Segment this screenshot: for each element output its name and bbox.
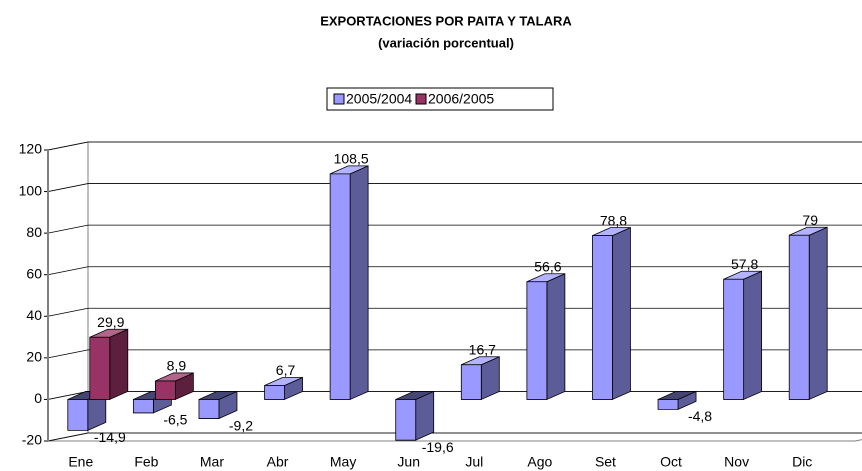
- bar: [67, 390, 107, 432]
- data-label: -9,2: [229, 417, 253, 433]
- bar-front: [526, 281, 548, 400]
- y-tick-label: 80: [26, 224, 42, 240]
- bar-front: [132, 399, 154, 414]
- legend-label: 2006/2005: [428, 91, 494, 107]
- grid-line: [47, 141, 862, 151]
- data-label: 78,8: [600, 212, 627, 228]
- bar: [329, 165, 369, 401]
- data-label: 6,7: [276, 362, 296, 378]
- bar-side: [349, 165, 369, 401]
- bar-side: [546, 273, 566, 401]
- bar: [788, 226, 828, 401]
- y-tick-label: 40: [26, 307, 42, 323]
- bar-side: [109, 328, 129, 401]
- grid-line: [47, 224, 862, 234]
- y-tick-label: 120: [19, 141, 43, 157]
- bar-side: [415, 390, 435, 441]
- x-tick-label: Ago: [527, 454, 552, 470]
- data-label: 79: [802, 212, 818, 228]
- x-tick-label: Set: [595, 454, 616, 470]
- bar: [460, 356, 500, 401]
- bar: [526, 273, 566, 401]
- y-tick-label: -20: [22, 432, 42, 448]
- bar-front: [460, 364, 482, 400]
- x-tick-label: May: [330, 454, 356, 470]
- data-label: -19,6: [422, 439, 454, 455]
- data-label: 29,9: [97, 314, 124, 330]
- y-tick-label: 20: [26, 349, 42, 365]
- legend-box: [326, 87, 554, 111]
- bar: [198, 390, 238, 420]
- data-label: 16,7: [469, 341, 496, 357]
- x-tick-label: Ene: [68, 454, 93, 470]
- bar-front: [89, 336, 111, 400]
- data-label: -14,9: [94, 429, 126, 445]
- bar-front: [329, 173, 351, 400]
- legend-swatch: [415, 93, 427, 105]
- data-label: 57,8: [731, 256, 758, 272]
- bar-side: [612, 227, 631, 401]
- bar: [264, 376, 303, 401]
- bar-front: [788, 234, 810, 400]
- x-tick-label: Mar: [200, 454, 224, 470]
- bar-front: [264, 385, 285, 400]
- x-tick-label: Oct: [660, 454, 682, 470]
- grid-line: [47, 183, 862, 192]
- floor: [47, 432, 862, 442]
- bar: [723, 270, 763, 401]
- x-tick-label: Dic: [792, 454, 812, 470]
- data-label: -4,8: [688, 408, 712, 424]
- bar-front: [395, 399, 417, 441]
- bar-side: [743, 270, 763, 401]
- data-label: 8,9: [167, 358, 187, 374]
- legend-label: 2005/2004: [346, 91, 412, 107]
- bar-front: [723, 278, 745, 400]
- legend-swatch: [333, 93, 345, 105]
- chart-subtitle: (variación porcentual): [378, 35, 514, 50]
- x-tick-label: Nov: [724, 454, 749, 470]
- x-tick-label: Abr: [267, 454, 289, 470]
- bar: [89, 328, 129, 401]
- bar: [395, 390, 435, 441]
- chart-title: EXPORTACIONES POR PAITA Y TALARA: [320, 13, 572, 28]
- bar: [657, 390, 697, 411]
- data-label: -6,5: [163, 412, 187, 428]
- x-tick-label: Jul: [465, 454, 483, 470]
- data-label: 108,5: [334, 151, 369, 167]
- y-tick-label: 0: [34, 390, 42, 406]
- bar-front: [154, 380, 176, 400]
- x-tick-label: Jun: [397, 454, 420, 470]
- data-label: 56,6: [534, 258, 561, 274]
- bar: [592, 227, 631, 401]
- y-tick-label: 60: [26, 265, 42, 281]
- grid-line: [47, 432, 862, 442]
- bar-front: [198, 399, 220, 419]
- bar-front: [67, 399, 89, 431]
- bar-side: [808, 226, 828, 401]
- x-tick-label: Feb: [134, 454, 158, 470]
- bar-front: [592, 235, 613, 400]
- bar-front: [657, 399, 679, 410]
- bar: [154, 372, 194, 401]
- y-tick-label: 100: [19, 182, 43, 198]
